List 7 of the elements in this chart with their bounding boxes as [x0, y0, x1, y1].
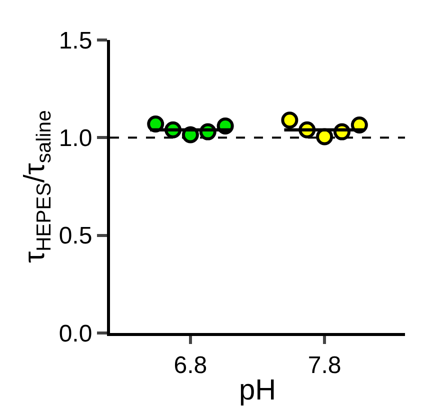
x-axis-title: pH	[238, 374, 276, 407]
y-tick-label: 0.5	[58, 222, 92, 250]
x-tick-label: 7.8	[308, 352, 342, 379]
y-tick-label: 1.5	[58, 27, 92, 54]
x-tick-label: 6.8	[174, 352, 208, 379]
y-tick-label: 0.0	[58, 320, 92, 348]
y-tick-label: 1.0	[58, 125, 92, 152]
